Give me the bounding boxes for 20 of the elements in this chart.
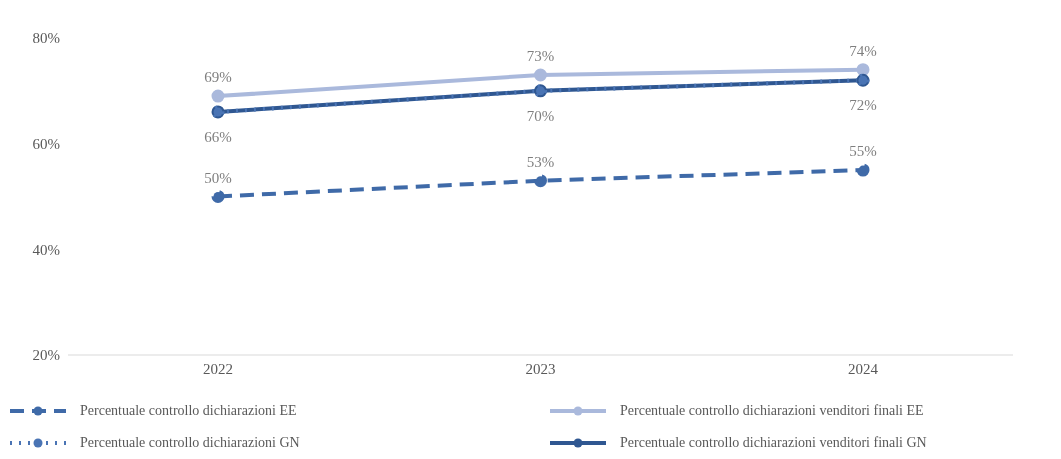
y-tick-label: 80% (32, 30, 60, 47)
data-label: 69% (204, 69, 232, 86)
y-tick-label: 20% (32, 347, 60, 364)
data-label: 66% (204, 128, 232, 145)
legend-label: Percentuale controllo dichiarazioni EE (80, 403, 297, 419)
x-tick-label: 2023 (525, 360, 556, 377)
y-tick-label: 40% (32, 241, 60, 258)
legend-label: Percentuale controllo dichiarazioni venditori finali GN (620, 435, 927, 451)
legend-label: Percentuale controllo dichiarazioni GN (80, 435, 300, 451)
x-tick-label: 2022 (203, 360, 233, 377)
y-tick-label: 60% (32, 135, 60, 152)
data-label: 53% (526, 153, 555, 170)
data-label: 72% (849, 97, 877, 114)
legend-label: Percentuale controllo dichiarazioni venditori finali EE (620, 403, 924, 419)
data-label: 73% (526, 47, 555, 64)
data-label: 55% (849, 143, 877, 160)
data-label: 74% (849, 42, 877, 59)
data-label: 70% (526, 107, 555, 124)
data-label: 50% (204, 169, 232, 186)
x-tick-label: 2024 (848, 360, 879, 377)
